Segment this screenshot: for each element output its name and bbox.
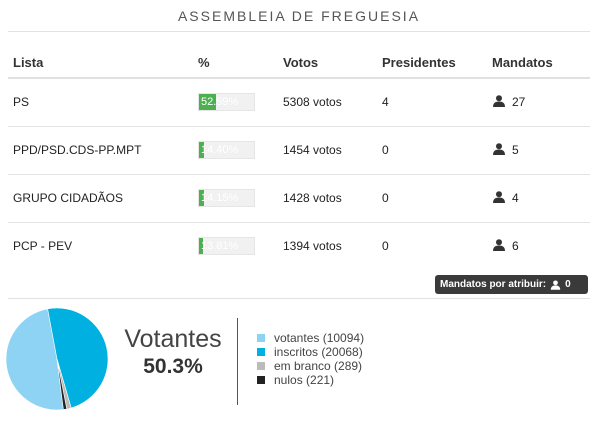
legend-label: votantes (10094) — [274, 331, 365, 345]
table-header-row: Lista % Votos Presidentes Mandatos — [8, 48, 590, 79]
row-percent: 13.81% — [193, 222, 278, 270]
row-lista: GRUPO CIDADÃOS — [8, 174, 193, 223]
legend-label: inscritos (20068) — [274, 345, 363, 359]
mandatos-count: 5 — [512, 143, 519, 157]
header-lista[interactable]: Lista — [8, 48, 193, 79]
vertical-divider — [237, 318, 238, 405]
legend-swatch — [257, 362, 265, 370]
percent-bar-fill — [199, 238, 204, 255]
row-presidentes: 0 — [382, 239, 389, 254]
percent-bar-label: 14.15% — [201, 192, 239, 204]
user-icon — [550, 279, 561, 290]
legend-swatch — [257, 376, 265, 384]
unassigned-seats-badge: Mandatos por atribuir: 0 — [435, 275, 588, 294]
table-row: GRUPO CIDADÃOS 14.15% 1428 votos 0 4 — [8, 174, 590, 223]
table-row: PPD/PSD.CDS-PP.MPT 14.40% 1454 votos 0 5 — [8, 126, 590, 175]
percent-bar-fill — [199, 94, 216, 111]
percent-bar: 14.15% — [198, 189, 255, 207]
row-votos: 1394 votos — [283, 239, 342, 254]
mandatos-count: 6 — [512, 239, 519, 254]
header-presidentes[interactable]: Presidentes — [377, 48, 487, 79]
percent-bar-fill — [199, 142, 204, 158]
legend-label: em branco (289) — [274, 359, 363, 373]
user-icon — [493, 95, 505, 108]
percent-bar: 52.59% — [198, 93, 255, 112]
row-percent: 14.15% — [193, 174, 278, 223]
row-mandatos: 27 — [487, 78, 590, 127]
legend-item: em branco (289) — [257, 359, 364, 373]
row-percent: 14.40% — [193, 126, 278, 175]
row-percent: 52.59% — [193, 78, 278, 127]
results-table: Lista % Votos Presidentes Mandatos PS 52… — [8, 48, 590, 270]
header-mandatos[interactable]: Mandatos — [487, 48, 590, 79]
section-divider — [8, 298, 590, 299]
pie-legend: votantes (10094) inscritos (20068) em br… — [257, 331, 364, 387]
row-presidentes: 0 — [377, 174, 487, 223]
row-lista: PS — [8, 78, 193, 127]
row-presidentes: 4 — [377, 78, 487, 127]
row-lista: PPD/PSD.CDS-PP.MPT — [8, 126, 193, 175]
legend-item: nulos (221) — [257, 373, 364, 387]
row-votos: 1454 votos — [278, 126, 377, 175]
row-presidentes: 0 — [377, 126, 487, 175]
turnout-pie-chart — [5, 307, 109, 411]
section-title: ASSEMBLEIA DE FREGUESIA — [8, 3, 590, 32]
user-icon — [493, 239, 505, 252]
user-icon — [493, 143, 505, 155]
mandatos-count: 27 — [512, 95, 526, 110]
row-mandatos: 4 — [487, 174, 590, 223]
percent-bar-label: 14.40% — [201, 144, 239, 156]
legend-swatch — [257, 334, 265, 342]
percent-bar: 13.81% — [198, 237, 255, 256]
mandatos-count: 4 — [512, 191, 519, 205]
percent-bar-label: 52.59% — [201, 96, 239, 109]
pie-slice-inscritos — [47, 307, 109, 409]
percent-bar-label: 13.81% — [201, 240, 239, 253]
header-votos[interactable]: Votos — [278, 48, 377, 79]
percent-bar: 14.40% — [198, 141, 255, 159]
table-row: PS 52.59% 5308 votos 4 27 — [8, 78, 590, 127]
pie-slice-nulos — [56, 358, 68, 410]
header-percent[interactable]: % — [193, 48, 278, 79]
legend-swatch — [257, 348, 265, 356]
row-mandatos: 5 — [487, 126, 590, 175]
pie-slice-votantes — [5, 308, 64, 411]
unassigned-label: Mandatos por atribuir: — [440, 279, 547, 290]
row-mandatos: 6 — [487, 222, 590, 270]
user-icon — [493, 191, 505, 203]
turnout-percent: 50.3% — [143, 355, 203, 378]
row-votos: 5308 votos — [278, 78, 377, 127]
row-votos: 1428 votos — [278, 174, 377, 223]
turnout-label: Votantes — [124, 325, 222, 353]
legend-item: votantes (10094) — [257, 331, 364, 345]
legend-item: inscritos (20068) — [257, 345, 364, 359]
legend-label: nulos (221) — [274, 373, 335, 387]
percent-bar-fill — [199, 190, 204, 206]
table-row: PCP - PEV 13.81% 1394 votos 0 6 — [8, 222, 590, 270]
row-lista: PCP - PEV — [13, 239, 73, 254]
unassigned-value: 0 — [565, 279, 571, 290]
